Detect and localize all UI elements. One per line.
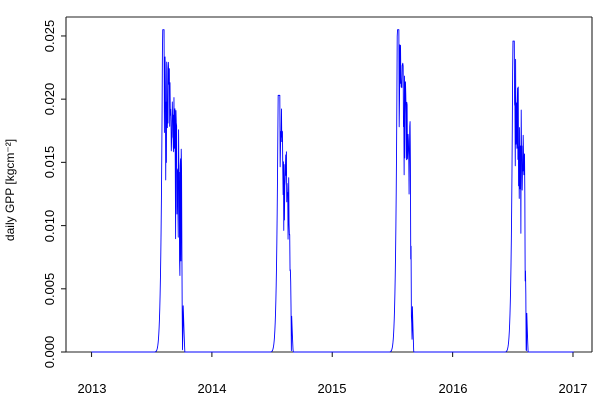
svg-text:2013: 2013 [78,381,107,396]
svg-text:daily GPP [kgcm⁻²]: daily GPP [kgcm⁻²] [3,139,17,241]
svg-text:2016: 2016 [439,381,468,396]
svg-text:0.015: 0.015 [42,146,57,179]
svg-text:2017: 2017 [559,381,588,396]
svg-text:2015: 2015 [318,381,347,396]
svg-text:0.025: 0.025 [42,20,57,53]
svg-text:0.000: 0.000 [42,336,57,369]
svg-text:0.010: 0.010 [42,210,57,243]
svg-text:2014: 2014 [198,381,227,396]
svg-text:0.020: 0.020 [42,83,57,116]
svg-text:0.005: 0.005 [42,273,57,306]
